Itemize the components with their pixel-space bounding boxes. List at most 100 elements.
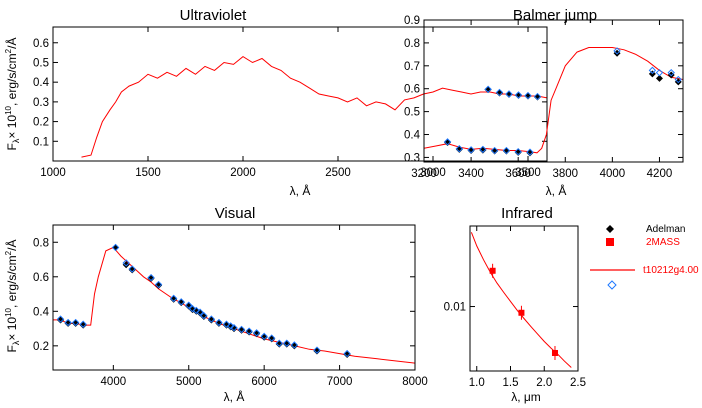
model-synthetic-point: [275, 339, 283, 347]
x-tick-label: 2.5: [570, 377, 586, 389]
y-tick-label: 0.6: [33, 38, 49, 50]
adelman-point: [674, 78, 682, 86]
panel-title: Infrared: [501, 205, 553, 222]
model-synthetic-point: [495, 88, 504, 97]
x-axis: 4000 5000 6000 7000 8000: [101, 225, 428, 388]
y-axis-label-group: Fλ× 1010, erg/s/cm2/Å: [4, 38, 21, 151]
model-synthetic-point: [514, 91, 523, 99]
model-synthetic-point: [674, 75, 682, 84]
2mass-point: [518, 309, 525, 316]
y-tick-label: 0.3: [33, 97, 49, 109]
y-axis-label: Fλ× 1010, erg/s/cm2/Å: [4, 38, 21, 151]
model-synthetic-point: [192, 306, 200, 315]
model-synthetic-point: [290, 341, 299, 349]
model-synthetic-point: [514, 147, 522, 156]
x-tick-label: 4200: [647, 168, 673, 180]
model-synthetic-point: [443, 138, 452, 146]
legend-diamond-marker: [606, 225, 614, 233]
model-synthetic-point: [343, 349, 351, 358]
model-synthetic-point: [237, 325, 246, 334]
model-synthetic-point: [200, 311, 208, 320]
x-tick-label: 1500: [135, 167, 161, 179]
x-axis-label: λ, Å: [546, 183, 567, 198]
y-axis: 0.2 0.4 0.6 0.8: [33, 237, 415, 353]
model-synthetic-point: [455, 145, 464, 153]
model-synthetic-point: [154, 280, 163, 289]
model-synthetic-point: [505, 90, 513, 98]
y-axis: 0.1 0.2 0.3 0.4 0.5 0.6: [33, 38, 547, 148]
model-spectrum-line: [470, 232, 572, 368]
x-axis-label: λ, Å: [290, 183, 311, 198]
model-spectrum-line: [423, 47, 684, 154]
legend: Adelman 2MASS t10212g4.00: [590, 224, 699, 290]
x-tick-label: 3400: [458, 168, 484, 180]
y-axis: 0.3 0.4 0.5 0.6 0.7 0.8 0.9: [404, 15, 683, 164]
legend-item-2mass: 2MASS: [606, 237, 680, 248]
legend-label: t10212g4.00: [643, 265, 699, 276]
plot-area: [423, 47, 684, 157]
y-tick-label: 0.5: [33, 57, 49, 69]
panel-balmer-jump: Balmer jump 3200 3400 3600 3800 4000 4200 0.3…: [404, 7, 684, 198]
model-synthetic-point: [490, 146, 499, 155]
x-tick-label: 1000: [40, 167, 66, 179]
model-spectrum-line: [81, 55, 548, 158]
plot-area: [470, 232, 572, 368]
legend-item-adelman: Adelman: [606, 224, 685, 235]
model-synthetic-point: [252, 329, 261, 337]
x-tick-label: 3000: [420, 167, 446, 179]
model-synthetic-point: [526, 148, 534, 156]
x-axis-label: λ, μm: [511, 390, 541, 404]
y-tick-label: 0.2: [33, 341, 49, 353]
plot-area: [81, 55, 548, 158]
legend-label: 2MASS: [646, 237, 680, 248]
plot-frame: [469, 225, 579, 372]
x-tick-label: 8000: [402, 376, 428, 388]
model-synthetic-point: [188, 305, 197, 313]
y-tick-label: 0.4: [33, 77, 50, 89]
model-synthetic-point: [283, 339, 291, 347]
model-spectrum-line: [53, 246, 416, 364]
adelman-point: [655, 74, 663, 82]
model-synthetic-point: [56, 315, 65, 323]
x-tick-label: 4000: [101, 376, 127, 388]
model-synthetic-point: [71, 318, 80, 327]
2mass-point: [489, 267, 496, 274]
y-tick-label: 0.6: [33, 272, 49, 284]
panel-ultraviolet: Ultraviolet 1000 1500 2000 2500 3000 3500 0.1…: [4, 7, 548, 198]
model-synthetic-point: [226, 322, 235, 330]
model-synthetic-point: [215, 318, 223, 327]
model-synthetic-point: [502, 146, 511, 155]
x-axis-label: λ, Å: [224, 389, 245, 404]
x-tick-label: 3800: [552, 168, 578, 180]
x-axis: 1000 1500 2000 2500 3000 3500: [40, 27, 541, 179]
legend-square-marker: [606, 238, 614, 246]
plot-frame: [52, 224, 416, 371]
plot-area: [53, 243, 416, 364]
model-synthetic-point: [79, 320, 87, 328]
plot-frame: [423, 19, 684, 163]
legend-item-model: t10212g4.00: [590, 265, 699, 276]
x-tick-label: 3600: [505, 168, 531, 180]
model-synthetic-point: [177, 298, 185, 306]
model-synthetic-point: [222, 320, 231, 328]
y-tick-label: 0.1: [33, 136, 49, 148]
model-synthetic-point: [524, 91, 532, 100]
model-synthetic-point: [260, 332, 268, 341]
model-synthetic-point: [667, 68, 675, 77]
x-tick-label: 6000: [251, 376, 277, 388]
model-synthetic-point: [613, 47, 621, 55]
model-synthetic-point: [245, 327, 253, 335]
y-tick-label: 0.8: [404, 38, 420, 50]
y-tick-label: 0.4: [404, 130, 421, 142]
y-tick-label: 0.7: [404, 61, 420, 73]
y-tick-label: 0.3: [404, 152, 420, 164]
plot-frame: [52, 26, 548, 162]
model-synthetic-point: [479, 145, 487, 154]
panel-title: Balmer jump: [513, 7, 597, 24]
model-synthetic-point: [484, 85, 492, 93]
x-axis: 1.0 1.5 2.0 2.5: [469, 226, 586, 389]
y-tick-label: 0.8: [33, 237, 49, 249]
y-axis: 0.01: [444, 302, 578, 314]
adelman-point: [667, 71, 675, 79]
x-tick-label: 2000: [230, 167, 256, 179]
